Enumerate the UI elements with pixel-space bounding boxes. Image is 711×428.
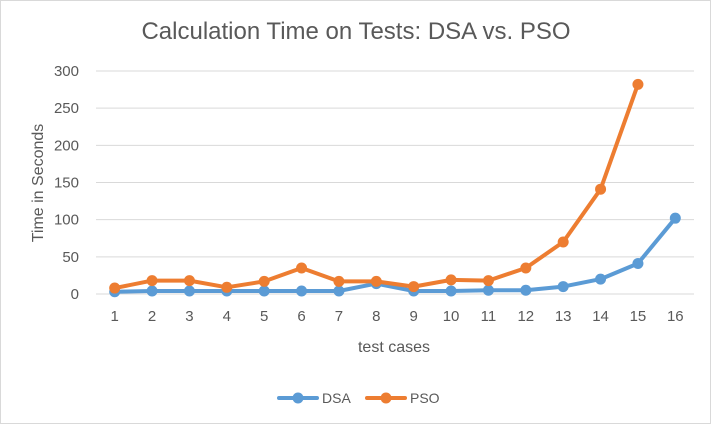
y-tick-label: 100 [54,212,79,229]
x-tick-label: 10 [443,308,460,325]
data-point-dsa [183,285,195,297]
data-point-dsa [520,284,532,296]
y-tick-label: 0 [71,286,79,303]
y-tick-label: 300 [54,63,79,80]
series-lines [109,78,681,298]
series-line-pso [112,82,640,291]
data-point-pso [146,275,158,287]
data-point-pso [109,282,121,294]
x-tick-label: 12 [517,308,534,325]
x-tick-label: 6 [297,308,305,325]
data-point-dsa [595,273,607,285]
x-tick-label: 9 [410,308,418,325]
legend-label: DSA [322,390,351,406]
data-point-pso [183,275,195,287]
data-point-pso [445,274,457,286]
x-tick-label: 7 [335,308,343,325]
data-point-dsa [557,281,569,293]
x-axis-title: test cases [358,339,430,356]
data-point-pso [370,275,382,287]
x-tick-label: 14 [592,308,609,325]
data-point-dsa [482,284,494,296]
data-point-pso [557,236,569,248]
y-tick-label: 250 [54,100,79,117]
data-point-dsa [296,285,308,297]
data-point-pso [595,183,607,195]
y-tick-label: 150 [54,175,79,192]
legend-swatch-marker [292,392,304,404]
data-point-dsa [258,285,270,297]
x-axis-ticks: 1 2 3 4 5 6 7 8 9 10 11 12 13 14 15 16 [111,308,684,325]
legend-item-pso: PSO [365,390,440,406]
y-tick-label: 50 [62,249,79,266]
x-tick-label: 4 [223,308,231,325]
x-tick-label: 5 [260,308,268,325]
x-tick-label: 13 [555,308,572,325]
data-point-pso [482,275,494,287]
x-tick-label: 16 [667,308,684,325]
x-tick-label: 2 [148,308,156,325]
data-point-dsa [445,285,457,297]
chart-title: Calculation Time on Tests: DSA vs. PSO [141,18,570,45]
x-tick-label: 1 [111,308,119,325]
data-point-dsa [669,212,681,224]
data-point-dsa [632,258,644,270]
data-point-dsa [146,285,158,297]
legend-item-dsa: DSA [277,390,351,406]
data-point-pso [632,78,644,90]
data-point-pso [408,281,420,293]
gridlines [96,70,694,295]
legend: DSA PSO [277,390,440,406]
legend-swatch-marker [380,392,392,404]
data-point-pso [520,262,532,274]
data-point-pso [296,262,308,274]
data-point-pso [221,281,233,293]
y-axis-title: Time in Seconds [30,124,47,243]
x-tick-label: 8 [372,308,380,325]
x-tick-label: 15 [630,308,647,325]
data-point-dsa [333,285,345,297]
legend-label: PSO [410,390,440,406]
data-point-pso [258,275,270,287]
y-axis-ticks: 0 50 100 150 200 250 300 [54,63,79,303]
series-line-dsa [112,216,678,294]
x-tick-label: 3 [185,308,193,325]
data-point-pso [333,275,345,287]
x-tick-label: 11 [481,308,497,325]
series-pso [109,78,644,294]
y-tick-label: 200 [54,137,79,154]
